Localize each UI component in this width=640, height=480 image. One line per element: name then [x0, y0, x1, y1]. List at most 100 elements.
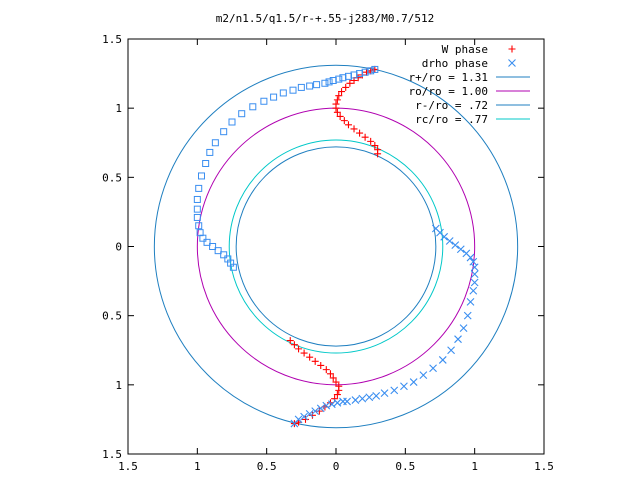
data-point — [356, 129, 364, 137]
data-point — [238, 110, 246, 118]
data-point — [228, 118, 236, 126]
radius-circle — [228, 139, 444, 354]
data-point — [335, 386, 343, 394]
data-point — [193, 195, 201, 203]
data-point — [195, 222, 203, 230]
data-point — [454, 335, 462, 344]
x-tick-label: 1.5 — [534, 460, 554, 473]
y-tick-label: 1 — [115, 379, 122, 392]
legend-label: r+/ro = 1.31 — [409, 71, 488, 84]
data-point — [329, 77, 337, 84]
data-point — [316, 404, 325, 413]
data-points — [193, 65, 479, 428]
data-point — [431, 224, 440, 233]
data-point — [300, 412, 308, 421]
radius-circle — [153, 64, 519, 429]
data-point — [297, 83, 305, 91]
data-point — [342, 83, 350, 91]
data-point — [306, 353, 314, 361]
data-point — [361, 133, 369, 141]
x-tick-label: 0 — [333, 460, 340, 473]
radius-circle — [235, 146, 437, 347]
data-point — [332, 104, 340, 112]
data-point — [270, 93, 278, 101]
data-point — [308, 411, 316, 419]
y-tick-label: 1.5 — [102, 33, 122, 46]
data-point — [340, 117, 348, 125]
data-point — [451, 241, 460, 250]
data-point — [311, 357, 319, 365]
data-point — [466, 297, 475, 306]
data-point — [211, 139, 219, 147]
data-point — [289, 86, 297, 94]
data-point — [459, 324, 468, 333]
data-point — [343, 397, 351, 406]
data-point — [325, 78, 333, 86]
data-point — [286, 337, 294, 345]
legend-label: rc/ro = .77 — [415, 113, 488, 126]
data-point — [193, 205, 201, 213]
y-tick-label: 1 — [115, 102, 122, 115]
data-point — [306, 82, 314, 90]
data-point — [429, 364, 437, 373]
data-point — [371, 65, 379, 73]
data-point — [371, 142, 379, 150]
data-point — [290, 341, 298, 349]
data-point — [311, 407, 320, 416]
data-point — [313, 81, 321, 89]
data-point — [203, 238, 211, 246]
data-point — [462, 249, 471, 258]
data-point — [214, 247, 222, 255]
data-point — [336, 112, 344, 120]
data-point — [335, 92, 343, 100]
legend-label: ro/ro = 1.00 — [409, 85, 488, 98]
data-point — [358, 394, 367, 403]
x-tick-label: 1 — [194, 460, 201, 473]
y-tick-label: 0.5 — [102, 310, 122, 323]
data-point — [315, 407, 323, 415]
data-point — [438, 356, 447, 364]
data-point — [419, 371, 428, 380]
data-point — [469, 286, 478, 295]
data-point — [372, 392, 381, 400]
data-point — [333, 391, 341, 399]
data-point — [367, 137, 375, 145]
data-point — [329, 374, 337, 382]
y-tick-label: 0 — [115, 241, 122, 254]
x-tick-label: 1 — [471, 460, 478, 473]
chart-title: m2/n1.5/q1.5/r-+.55-j283/M0.7/512 — [216, 12, 435, 25]
data-point — [209, 243, 217, 250]
data-point — [193, 213, 201, 221]
data-point — [294, 415, 303, 424]
legend-marker — [508, 59, 516, 67]
data-point — [197, 172, 205, 180]
legend-label: W phase — [442, 43, 488, 56]
data-point — [300, 349, 308, 357]
data-point — [346, 79, 354, 87]
data-point — [344, 121, 352, 129]
data-point — [371, 65, 379, 73]
legend-marker — [508, 45, 516, 53]
data-point — [260, 97, 268, 105]
radius-circle — [196, 107, 476, 386]
data-point — [350, 125, 358, 133]
data-point — [301, 415, 309, 423]
data-point — [220, 128, 228, 136]
data-point — [470, 270, 479, 279]
data-point — [445, 237, 454, 245]
data-point — [333, 108, 341, 116]
data-point — [332, 378, 340, 386]
data-point — [374, 150, 382, 158]
y-tick-label: 1.5 — [102, 448, 122, 461]
legend-label: r-/ro = .72 — [415, 99, 488, 112]
data-point — [447, 346, 455, 355]
data-point — [390, 386, 399, 395]
axis-ticks: 1.5 1 0.5 0 0.5 1 1.51.510.500.511.5 — [102, 33, 554, 473]
data-point — [380, 389, 389, 398]
data-point — [339, 74, 347, 82]
data-point — [469, 257, 478, 266]
data-point — [321, 79, 329, 87]
data-point — [199, 234, 207, 242]
data-point — [326, 370, 334, 378]
